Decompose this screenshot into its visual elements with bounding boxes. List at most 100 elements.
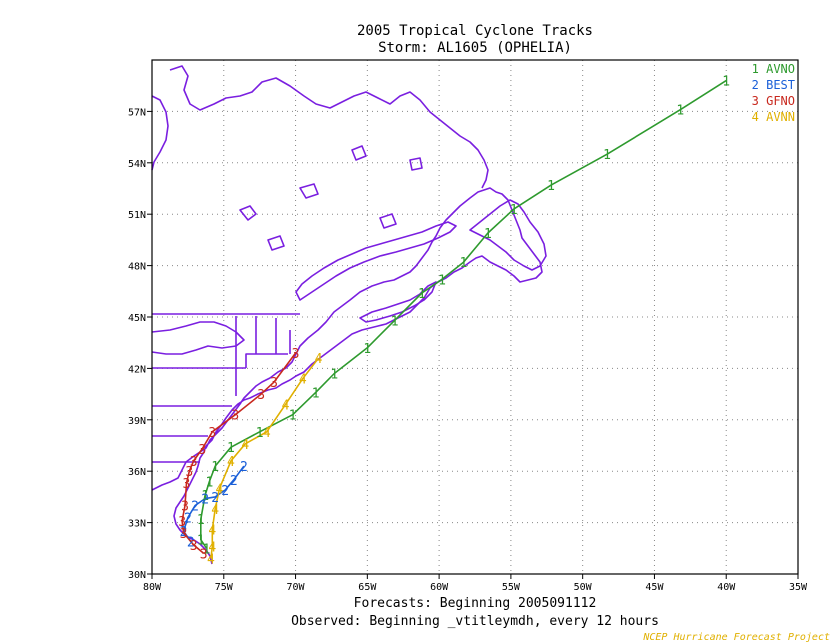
track-point-avno: 1 [391, 314, 399, 329]
track-point-avno: 1 [227, 441, 235, 456]
x-tick-label: 35W [789, 582, 808, 593]
track-point-avno: 1 [330, 368, 338, 383]
y-axis-ticks: 30N 33N 36N 39N 42N 45N 48N 51N 54N 57N [128, 107, 152, 581]
track-point-gfno: 3 [257, 388, 265, 403]
y-tick-label: 51N [128, 210, 146, 221]
track-point-gfno: 3 [183, 477, 191, 492]
y-tick-label: 36N [128, 467, 146, 478]
track-point-best: 2 [180, 525, 188, 540]
footer-observed: Observed: Beginning _vtitleymdh, every 1… [291, 614, 659, 629]
track-point-avno: 1 [211, 460, 219, 475]
x-tick-label: 45W [645, 582, 664, 593]
maritimes-shore [359, 281, 437, 323]
track-point-avno: 1 [510, 203, 518, 218]
track-point-gfno: 3 [178, 515, 186, 530]
x-tick-label: 55W [502, 582, 521, 593]
track-point-avno: 1 [484, 227, 492, 242]
track-point-avno: 1 [312, 386, 320, 401]
coastline-map [151, 65, 547, 565]
y-tick-label: 45N [128, 313, 146, 324]
track-point-gfno: 3 [198, 443, 206, 458]
track-point-gfno: 3 [292, 347, 300, 362]
track-point-avno: 1 [438, 273, 446, 288]
track-point-gfno: 3 [200, 547, 208, 562]
track-point-avno: 1 [256, 426, 264, 441]
track-point-gfno: 3 [208, 426, 216, 441]
track-point-gfno: 3 [270, 376, 278, 391]
track-point-avnn: 4 [216, 482, 224, 497]
inland-lakes [239, 145, 423, 251]
track-gfno [181, 352, 297, 555]
track-point-avnn: 4 [241, 438, 249, 453]
st-lawrence-shore [295, 221, 457, 301]
x-tick-label: 70W [287, 582, 306, 593]
y-tick-label: 33N [128, 519, 146, 530]
track-point-avnn: 4 [227, 455, 235, 470]
track-best [182, 465, 245, 542]
track-point-best: 2 [211, 491, 219, 506]
footer-forecasts: Forecasts: Beginning 2005091112 [354, 596, 597, 611]
track-point-gfno: 3 [181, 499, 189, 514]
track-point-best: 2 [201, 493, 209, 508]
legend-item-avnn: 4 AVNN [752, 110, 795, 124]
track-point-avnn: 4 [315, 352, 323, 367]
track-point-avnn: 4 [211, 503, 219, 518]
track-point-avnn: 4 [208, 541, 216, 556]
track-point-avno: 1 [206, 475, 214, 490]
track-point-avno: 1 [289, 409, 297, 424]
labrador-shore [169, 65, 489, 189]
newfoundland-shore [469, 199, 547, 271]
track-point-best: 2 [187, 535, 195, 550]
x-tick-label: 60W [430, 582, 449, 593]
track-point-avnn: 4 [299, 373, 307, 388]
y-tick-label: 42N [128, 364, 146, 375]
track-point-gfno: 3 [231, 409, 239, 424]
track-point-avno: 1 [603, 148, 611, 163]
track-point-avnn: 4 [207, 553, 215, 568]
great-lakes [151, 321, 245, 355]
x-tick-label: 65W [358, 582, 377, 593]
track-point-avno: 1 [722, 75, 730, 90]
track-point-best: 2 [184, 511, 192, 526]
track-point-avno: 1 [676, 104, 684, 119]
y-tick-label: 30N [128, 570, 146, 581]
track-point-gfno: 3 [180, 527, 188, 542]
legend-item-best: 2 BEST [752, 78, 795, 92]
storm-tracks [181, 79, 727, 559]
track-point-best: 2 [191, 499, 199, 514]
track-point-avnn: 4 [282, 398, 290, 413]
track-avno [200, 79, 727, 549]
track-point-avno: 1 [418, 287, 426, 302]
credit-text: NCEP Hurricane Forecast Project [642, 632, 830, 643]
grid-lines [152, 60, 798, 574]
track-point-best: 2 [240, 460, 248, 475]
x-tick-label: 50W [574, 582, 593, 593]
x-tick-label: 40W [717, 582, 736, 593]
track-point-avno: 1 [547, 179, 555, 194]
y-tick-label: 57N [128, 107, 146, 118]
track-avnn [210, 357, 320, 559]
track-point-avno: 1 [197, 513, 205, 528]
y-tick-label: 39N [128, 416, 146, 427]
track-point-gfno: 3 [190, 539, 198, 554]
legend-item-gfno: 3 GFNO [752, 94, 795, 108]
track-point-best: 2 [221, 484, 229, 499]
legend-item-avno: 1 AVNO [752, 62, 795, 76]
track-point-gfno: 3 [185, 465, 193, 480]
track-point-avno: 1 [197, 534, 205, 549]
y-tick-label: 48N [128, 262, 146, 273]
chart-subtitle: Storm: AL1605 (OPHELIA) [378, 40, 572, 56]
track-point-best: 2 [230, 474, 238, 489]
hudson-bay-shore [151, 95, 169, 171]
track-point-avno: 1 [460, 256, 468, 271]
track-point-avno: 1 [203, 542, 211, 557]
track-point-avnn: 4 [263, 426, 271, 441]
plot-frame [151, 59, 799, 575]
legend: 1 AVNO 2 BEST 3 GFNO 4 AVNN [752, 62, 795, 124]
x-tick-label: 80W [143, 582, 162, 593]
track-point-avno: 1 [201, 489, 209, 504]
track-point-gfno: 3 [190, 455, 198, 470]
x-tick-label: 75W [215, 582, 234, 593]
